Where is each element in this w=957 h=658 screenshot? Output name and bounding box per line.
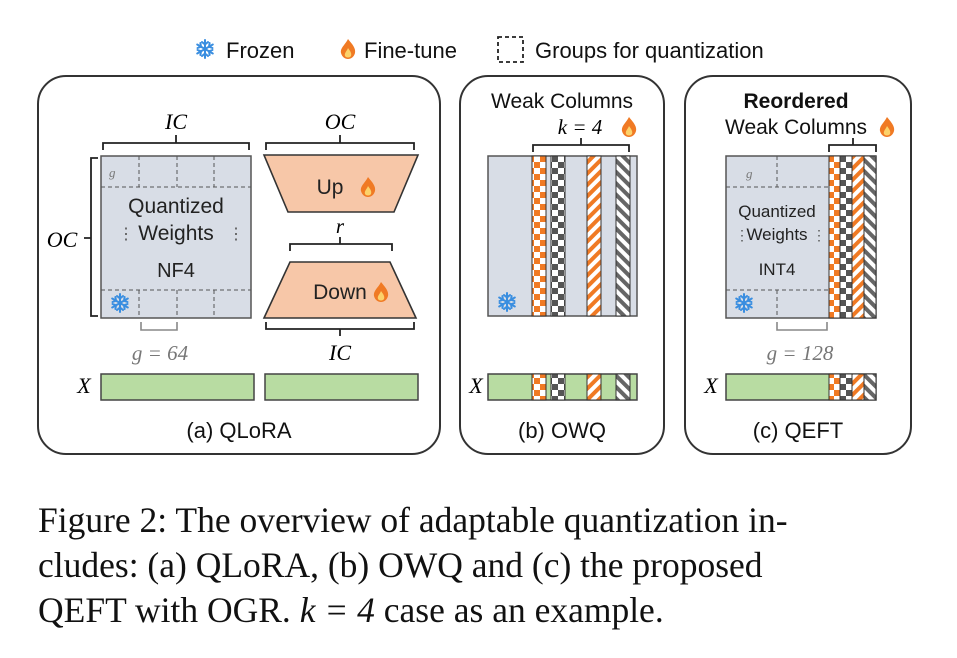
reordered-column-4 [863,155,877,319]
rank-brace [289,237,393,251]
ic-top-label: IC [164,109,187,134]
input-x-bar-left [100,373,255,401]
ic-top-brace [102,135,250,150]
weak-column-1 [531,155,547,317]
dashed-square-icon [497,36,524,63]
caption-line-2: cludes: (a) QLoRA, (b) OWQ and (c) the p… [38,545,763,585]
weak-columns-brace [828,138,877,152]
reordered-column-1 [828,155,841,319]
weak-column-2 [550,155,566,317]
weights-label-line3: NF4 [157,260,195,282]
caption-line-3-pre: QEFT with OGR. [38,590,291,630]
qeft-weight-matrix: g Quantized ⋮ Weights ⋮ INT4 [725,155,877,319]
oc-top-label: OC [325,109,356,134]
weights-label-line1: Quantized [738,202,816,221]
group-size-bracket [140,322,178,331]
group-size-label: g = 128 [767,341,834,365]
weights-label-line2: Weights [746,225,807,244]
oc-left-label: OC [47,227,78,252]
caption-line-3: QEFT with OGR. k = 4 case as an example. [38,588,922,633]
weak-columns-header: Weak Columns [491,90,633,113]
owq-input-bar [487,373,638,401]
quantized-weights-matrix: g ⋮ ⋮ Quantized Weights NF4 [100,155,252,319]
up-label: Up [317,176,344,199]
flame-icon [340,39,356,59]
group-size-bracket [776,322,828,331]
weak-column-3 [586,155,602,317]
oc-left-brace [84,157,98,317]
qeft-input-bar [725,373,877,401]
legend-groups-label: Groups for quantization [535,38,764,63]
panel-owq: Weak Columns k = 4 X (b) OWQ [459,75,665,455]
legend-frozen-label: Frozen [226,38,294,63]
legend-finetune-label: Fine-tune [364,38,457,63]
weights-label-line2: Weights [138,222,213,245]
k-label: k = 4 [558,115,603,139]
rank-label: r [336,214,345,238]
figure-caption: Figure 2: The overview of adaptable quan… [38,498,922,633]
legend: Frozen Fine-tune Groups for quantization [196,36,764,63]
vertical-ellipsis-right: ⋮ [228,226,244,243]
caption-math-k: k = 4 [299,590,375,630]
snowflake-icon [196,39,214,59]
panel-c-title: (c) QEFT [753,418,843,443]
caption-line-3-post: case as an example. [383,590,664,630]
oc-top-brace [265,135,415,150]
caption-line-1: Figure 2: The overview of adaptable quan… [38,500,788,540]
reordered-column-3 [851,155,865,319]
input-x-label: X [703,373,719,398]
vertical-ellipsis-right: ⋮ [812,227,826,243]
weak-columns-header: Weak Columns [725,116,867,139]
panel-b-title: (b) OWQ [518,418,606,443]
group-size-label: g = 64 [132,341,189,365]
g-cell-label: g [746,166,753,181]
input-x-label: X [468,373,484,398]
vertical-ellipsis-left: ⋮ [118,226,134,243]
up-adapter [262,154,420,213]
weights-label-line3: INT4 [759,260,796,279]
panel-qlora: IC OC g ⋮ ⋮ Quantized Weights NF4 g = 64… [37,75,441,455]
figure-diagram: Frozen Fine-tune Groups for quantization… [37,36,912,455]
ic-bottom-label: IC [328,340,351,365]
down-label: Down [313,281,367,304]
weak-columns-brace [532,138,630,152]
weak-column-4 [615,155,631,317]
ic-bottom-brace [265,322,415,336]
reordered-header: Reordered [743,90,848,113]
input-x-bar-right [264,373,419,401]
vertical-ellipsis-left: ⋮ [735,227,749,243]
input-x-label: X [76,373,92,398]
owq-weight-matrix [487,155,638,317]
panel-a-title: (a) QLoRA [186,418,291,443]
g-cell-label: g [109,165,116,180]
reordered-column-2 [839,155,853,319]
down-adapter [262,261,418,319]
weights-label-line1: Quantized [128,195,224,218]
panel-qeft: Reordered Weak Columns g Quantized ⋮ Wei… [684,75,912,455]
